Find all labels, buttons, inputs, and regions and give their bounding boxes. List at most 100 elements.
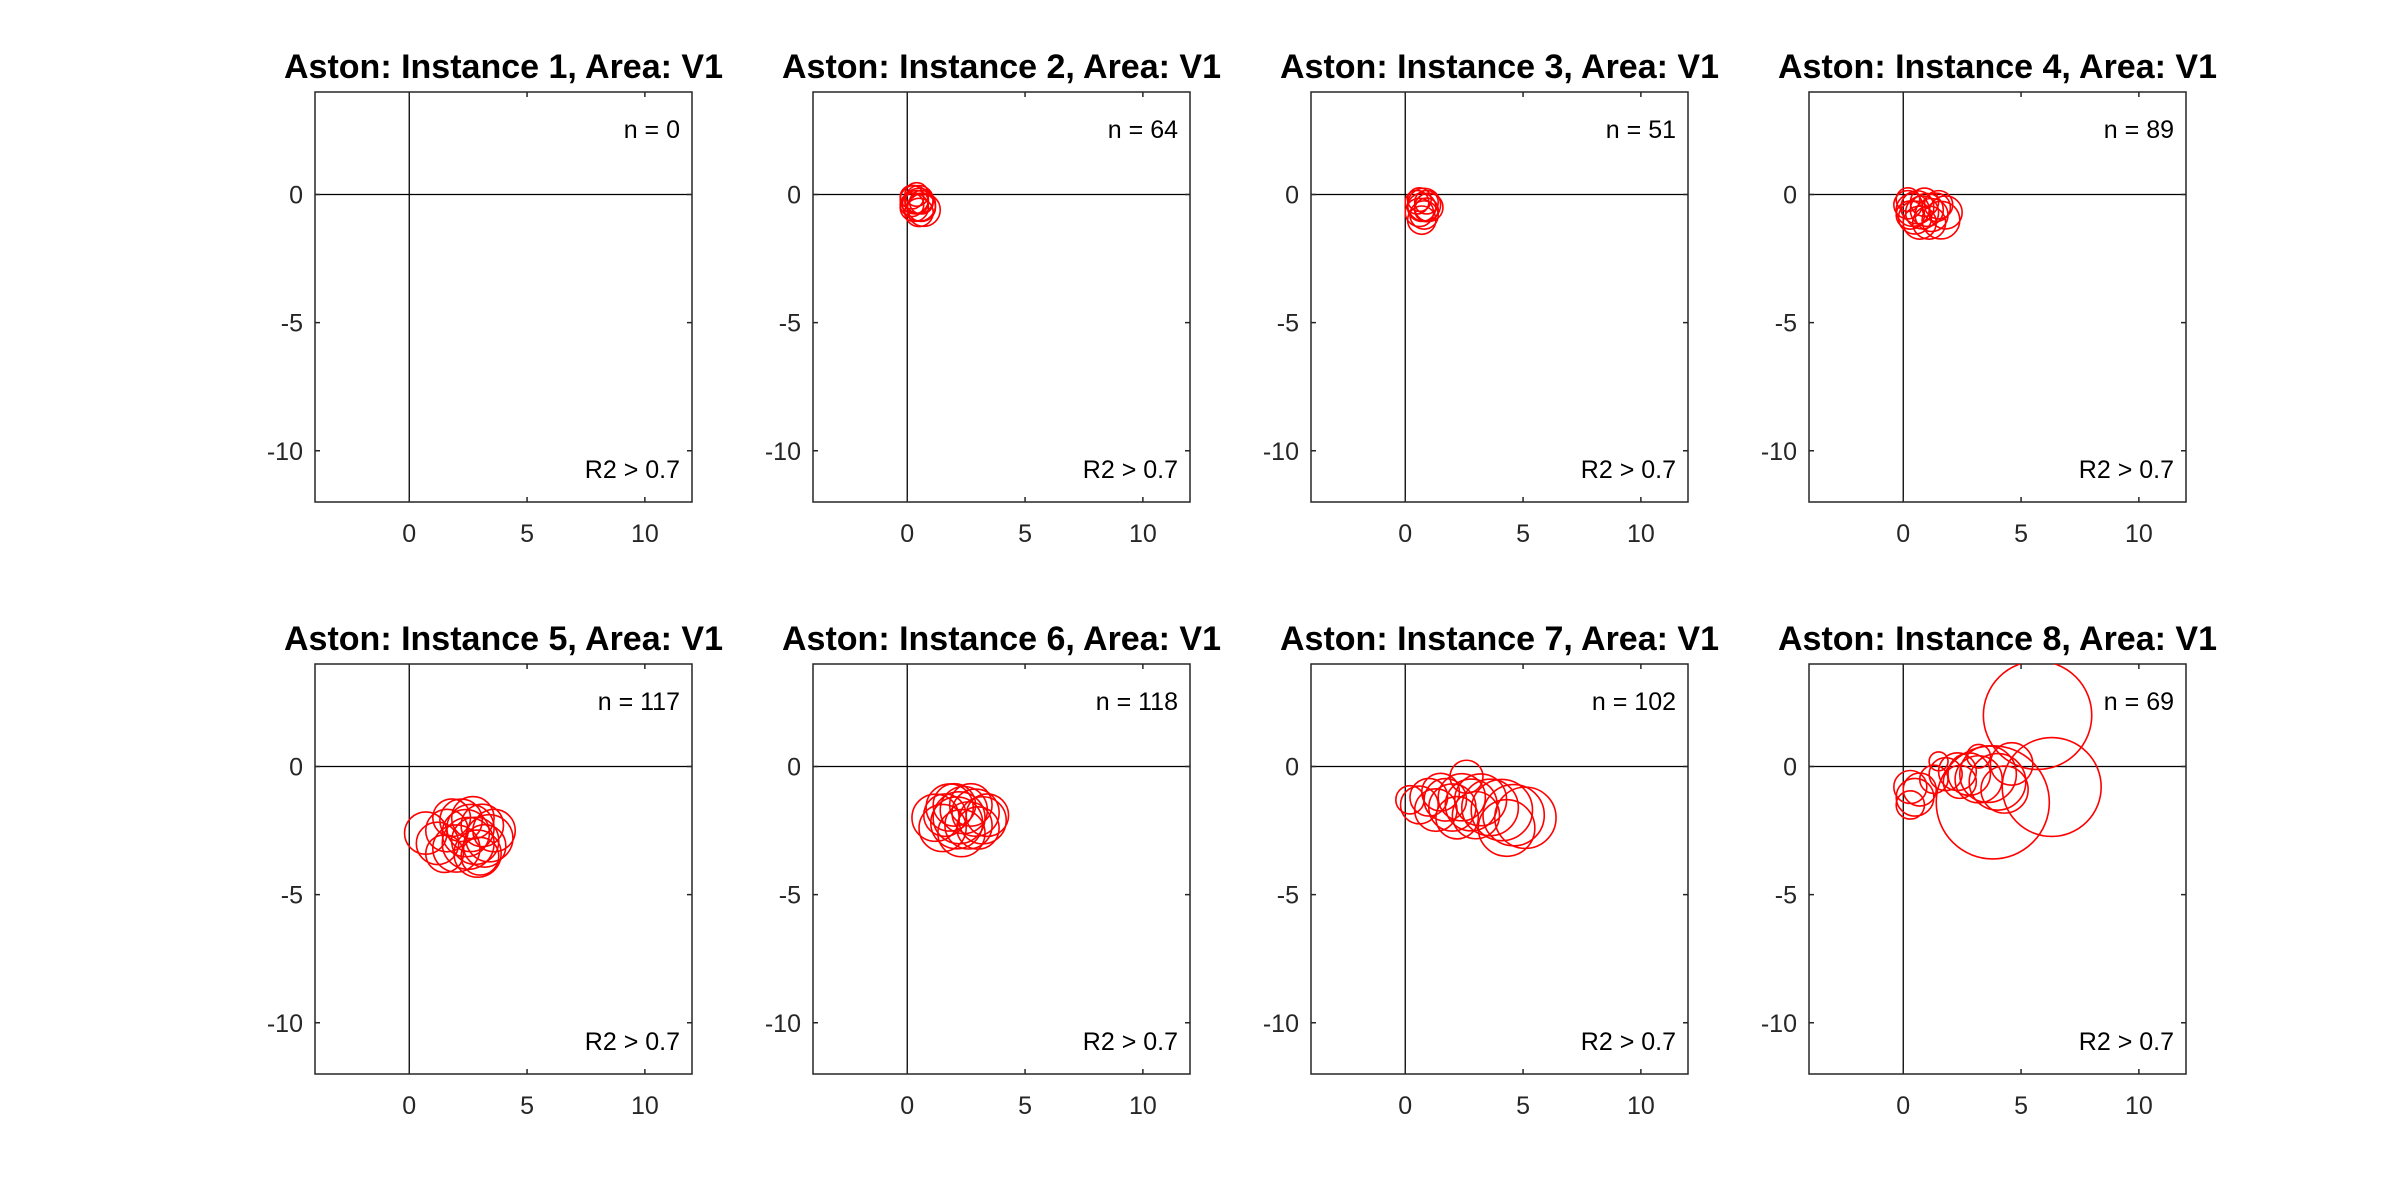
y-tick-label: -5: [1277, 882, 1299, 910]
x-tick-label: 5: [1018, 1092, 1032, 1120]
rf-circle: [1909, 187, 1940, 218]
plot-area: [1311, 92, 1688, 502]
x-tick-label: 10: [631, 1092, 659, 1120]
axes-frame: [314, 91, 693, 503]
rf-circle: [955, 805, 1000, 851]
y-tick-label: -10: [267, 438, 303, 466]
plot-area: [1311, 664, 1688, 1074]
x-tick-label: 5: [1018, 520, 1032, 548]
rf-circle: [1451, 790, 1501, 840]
x-tick-label: 0: [402, 1092, 416, 1120]
x-tick-label: 0: [1896, 1092, 1910, 1120]
x-tick-label: 10: [1129, 520, 1157, 548]
rf-circle: [1928, 195, 1963, 230]
rf-circle: [932, 791, 986, 845]
r2-filter-annotation: R2 > 0.7: [2079, 1028, 2174, 1056]
y-tick-label: 0: [289, 754, 303, 782]
y-tick-label: -10: [765, 438, 801, 466]
rf-circle: [1477, 798, 1536, 858]
x-tick-label: 0: [1398, 520, 1412, 548]
r2-filter-annotation: R2 > 0.7: [1083, 1028, 1178, 1056]
axes-frame: [1808, 91, 2187, 503]
rf-circle: [1413, 189, 1440, 215]
count-annotation: n = 51: [1606, 116, 1676, 144]
subplot-7: Aston: Instance 7, Area: V1 0 5 10 0 -5 -10 n =…: [1263, 620, 1719, 1120]
rf-circle: [2001, 736, 2102, 838]
y-tick-label: -5: [1775, 882, 1797, 910]
axes-frame: [812, 663, 1191, 1075]
rf-circle: [1928, 751, 1949, 772]
rf-circle: [453, 829, 502, 878]
rf-circle: [1966, 743, 1992, 769]
rf-circle: [1989, 741, 2034, 786]
rf-circle: [1980, 765, 2029, 814]
rf-circle: [472, 808, 517, 853]
y-tick-label: -10: [1263, 1010, 1299, 1038]
x-tick-label: 0: [900, 1092, 914, 1120]
rf-circle: [951, 788, 1000, 837]
plot-area: [1809, 92, 2186, 502]
x-tick-label: 0: [900, 520, 914, 548]
axes-frame: [1310, 663, 1689, 1075]
plot-area: [1809, 664, 2186, 1074]
rf-circle: [439, 798, 484, 843]
x-tick-label: 10: [1627, 1092, 1655, 1120]
subplot-4: Aston: Instance 4, Area: V1 0 5 10 0 -5 -10 n =…: [1761, 48, 2217, 548]
plot-area: [813, 92, 1190, 502]
y-tick-label: -5: [1277, 310, 1299, 338]
x-tick-label: 10: [2125, 1092, 2153, 1120]
r2-filter-annotation: R2 > 0.7: [2079, 456, 2174, 484]
y-tick-label: -10: [765, 1010, 801, 1038]
subplot-title: Aston: Instance 7, Area: V1: [1280, 620, 1719, 658]
rf-circle: [432, 824, 481, 873]
rf-circle: [1435, 795, 1480, 840]
rf-circle: [1420, 772, 1461, 812]
count-annotation: n = 69: [2104, 688, 2174, 716]
y-tick-label: -10: [1761, 438, 1797, 466]
rf-circle: [1968, 752, 2027, 811]
subplot-title: Aston: Instance 3, Area: V1: [1280, 48, 1719, 86]
count-annotation: n = 117: [598, 688, 680, 716]
rf-circle: [904, 197, 934, 228]
count-annotation: n = 102: [1592, 688, 1676, 716]
rf-circle: [1437, 772, 1487, 822]
y-tick-label: 0: [1285, 754, 1299, 782]
count-annotation: n = 0: [624, 116, 680, 144]
x-tick-label: 5: [520, 1092, 534, 1120]
y-tick-label: -5: [779, 310, 801, 338]
rf-circle: [1982, 664, 2093, 771]
y-tick-label: 0: [1285, 182, 1299, 210]
rf-circle: [415, 821, 460, 866]
y-tick-label: -10: [267, 1010, 303, 1038]
axes-frame: [1310, 91, 1689, 503]
x-tick-label: 0: [1398, 1092, 1412, 1120]
x-tick-label: 0: [402, 520, 416, 548]
y-tick-label: -5: [281, 882, 303, 910]
y-tick-label: -10: [1263, 438, 1299, 466]
subplot-5: Aston: Instance 5, Area: V1 0 5 10 0 -5 -10 n =…: [267, 620, 723, 1120]
y-tick-label: 0: [1783, 182, 1797, 210]
r2-filter-annotation: R2 > 0.7: [1083, 456, 1178, 484]
y-tick-label: -10: [1761, 1010, 1797, 1038]
x-tick-label: 5: [2014, 1092, 2028, 1120]
y-tick-label: -5: [281, 310, 303, 338]
subplot-1: Aston: Instance 1, Area: V1 0 5 10 0 -5 -10 n =…: [267, 48, 723, 548]
y-tick-label: -5: [779, 882, 801, 910]
r2-filter-annotation: R2 > 0.7: [1581, 456, 1676, 484]
rf-circle: [1895, 789, 1926, 820]
subplot-title: Aston: Instance 6, Area: V1: [782, 620, 1221, 658]
plot-area: [315, 664, 692, 1074]
rf-circle: [918, 803, 967, 853]
rf-circle: [899, 192, 925, 218]
x-tick-label: 0: [1896, 520, 1910, 548]
rf-circle: [1470, 778, 1534, 842]
r2-filter-annotation: R2 > 0.7: [1581, 1028, 1676, 1056]
y-tick-label: 0: [787, 754, 801, 782]
subplot-3: Aston: Instance 3, Area: V1 0 5 10 0 -5 -10 n =…: [1263, 48, 1719, 548]
rf-circle: [424, 808, 469, 853]
subplot-8: Aston: Instance 8, Area: V1 0 5 10 0 -5 -10 n =…: [1761, 620, 2217, 1120]
x-tick-label: 10: [2125, 520, 2153, 548]
y-tick-label: 0: [289, 182, 303, 210]
count-annotation: n = 64: [1108, 116, 1178, 144]
rf-circle: [948, 782, 993, 827]
